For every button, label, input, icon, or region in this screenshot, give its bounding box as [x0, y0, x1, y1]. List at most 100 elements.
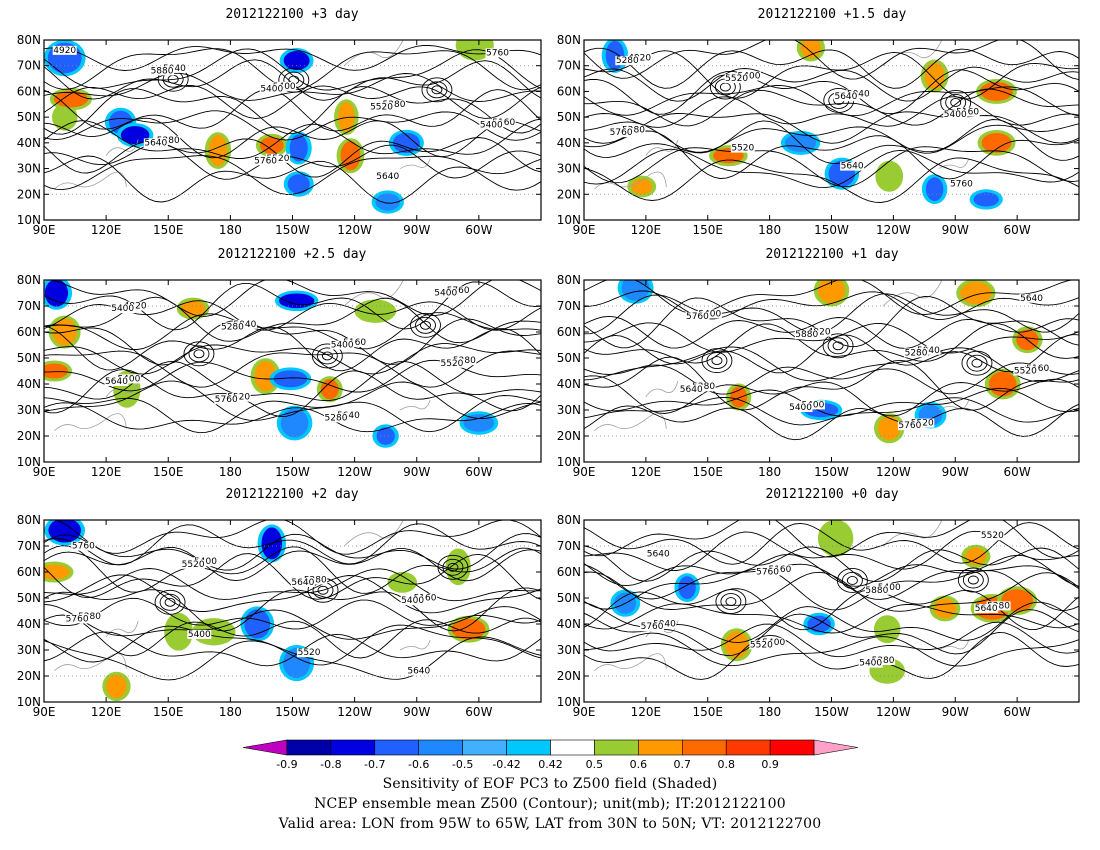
lat-label: 80N [17, 513, 41, 527]
contour-line [584, 146, 1079, 188]
map-content: 4920540050405160528055205640576052805520… [584, 40, 1079, 210]
shading-area [208, 135, 228, 166]
contour-line [44, 84, 541, 119]
contour-label: 5640 [105, 377, 128, 387]
contour-label-bg [730, 143, 755, 153]
contour-label-bg [724, 74, 749, 84]
lat-label: 20N [17, 669, 41, 683]
contour-label: 4920 [808, 328, 831, 338]
contour-closed [966, 354, 988, 372]
contour-label: 5280 [304, 575, 327, 585]
caption-line-3: Valid area: LON from 95W to 65W, LAT fro… [278, 816, 822, 832]
contour-label: 5280 [383, 100, 406, 110]
lat-label: 20N [557, 187, 581, 201]
panel-title: 2012122100 +3 day [225, 7, 359, 22]
contour-line [44, 155, 541, 204]
contour-line [44, 48, 541, 91]
contour-line [584, 66, 1079, 102]
colorbar-swatch [506, 739, 551, 756]
lat-label: 50N [17, 110, 41, 124]
contour-label: 5760 [641, 622, 664, 632]
lon-label: 150E [153, 223, 184, 237]
contour-label: 5880 [151, 66, 174, 76]
contour-label-bg [303, 575, 328, 585]
contour-line [584, 522, 1079, 565]
contour-line [44, 369, 541, 417]
contour-line [584, 290, 1079, 320]
contour-line [44, 137, 541, 178]
contour-label-bg [253, 156, 278, 166]
shading-area [376, 427, 395, 445]
colorbar-tick-label: -0.42 [492, 758, 520, 771]
lat-label: 10N [557, 455, 581, 469]
contour-label-bg [214, 395, 239, 405]
contour-label: 5280 [221, 322, 244, 332]
contour-label: 5760 [950, 180, 973, 190]
contour-label: 4920 [628, 54, 651, 64]
contour-label-bg [980, 531, 1005, 541]
lon-label: 60W [1004, 705, 1031, 719]
shading-area [283, 51, 310, 71]
contour-line [584, 362, 1079, 395]
lat-label: 30N [557, 162, 581, 176]
contour-line [584, 553, 1079, 587]
contour-label-bg [986, 601, 1011, 611]
lat-label: 60N [17, 325, 41, 339]
lon-label: 180 [219, 705, 242, 719]
shading-area [925, 177, 944, 201]
contour-closed [701, 348, 733, 374]
lon-label: 120E [91, 465, 122, 479]
contour-label-bg [181, 559, 206, 569]
contour-line [584, 111, 1079, 144]
contour-label: 5760 [756, 568, 779, 578]
contour-closed [431, 85, 443, 95]
shading-area [120, 126, 150, 145]
contour-label: 5160 [343, 338, 366, 348]
lat-label: 60N [557, 565, 581, 579]
lat-label: 60N [17, 84, 41, 98]
lon-label: 120W [876, 465, 911, 479]
contour-label: 5400 [401, 596, 424, 606]
contour-label-bg [65, 614, 90, 624]
contour-line [44, 614, 541, 659]
contour-label: 5280 [616, 56, 639, 66]
lon-label: 90E [573, 465, 596, 479]
lon-label: 120E [631, 465, 662, 479]
contour-label: 5520 [267, 154, 290, 164]
contour-closed [442, 558, 464, 576]
contour-label: 5760 [486, 48, 509, 58]
lat-label: 30N [17, 643, 41, 657]
contour-label: 5400 [789, 403, 812, 413]
contour-closed [706, 352, 728, 370]
lon-label: 150W [275, 223, 310, 237]
contour-label: 5640 [834, 92, 857, 102]
contour-line [44, 343, 541, 375]
contour-label-bg [794, 330, 819, 340]
contour-line [584, 293, 1079, 335]
lon-label: 180 [758, 465, 781, 479]
contour-line [44, 86, 541, 135]
lat-label: 30N [557, 643, 581, 657]
colorbar-swatch [374, 739, 420, 756]
colorbar-swatch [681, 739, 727, 756]
contour-label: 5520 [981, 531, 1004, 541]
coastline [54, 520, 431, 672]
contour-label: 5400 [698, 309, 721, 319]
contour-closed [193, 349, 205, 359]
lon-label: 180 [758, 223, 781, 237]
colorbar-swatch [638, 739, 683, 756]
contour-label: 5160 [956, 108, 979, 118]
contour-label-bg [491, 117, 516, 127]
contour-line [44, 110, 541, 141]
contour-label-bg [761, 637, 786, 647]
contour-label-bg [452, 356, 477, 366]
contour-label: 5760 [610, 128, 633, 138]
contour-label-bg [615, 56, 640, 66]
lon-label: 150W [275, 465, 310, 479]
contour-label-bg [877, 583, 902, 593]
contour-label-bg [679, 384, 704, 394]
contour-closed [437, 554, 469, 580]
contour-label-bg [1013, 366, 1038, 376]
contour-line [44, 117, 541, 159]
